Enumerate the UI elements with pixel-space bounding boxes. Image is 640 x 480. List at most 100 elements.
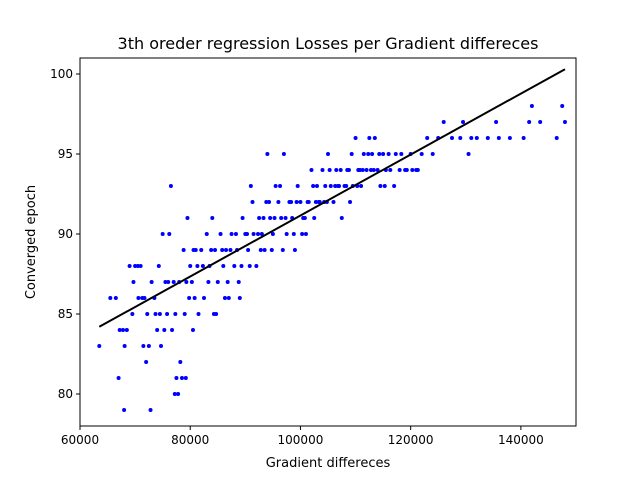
data-point — [153, 312, 158, 316]
data-point — [192, 296, 197, 300]
plot-frame — [79, 57, 577, 427]
data-point — [466, 152, 471, 156]
data-point — [291, 232, 296, 236]
data-point — [425, 136, 430, 140]
data-point — [386, 152, 391, 156]
data-point — [237, 296, 242, 300]
data-point — [179, 376, 184, 380]
regression-line — [98, 68, 566, 328]
data-point — [108, 296, 113, 300]
data-point — [144, 360, 149, 364]
data-point — [527, 120, 532, 124]
data-point — [276, 200, 281, 204]
data-point — [375, 168, 380, 172]
data-point — [370, 152, 375, 156]
data-point — [117, 328, 122, 332]
data-point — [135, 264, 140, 268]
data-point — [461, 120, 466, 124]
y-tick-label: 85 — [58, 307, 73, 321]
x-tick-label: 140000 — [498, 433, 544, 447]
data-point — [171, 280, 176, 284]
data-point — [298, 200, 303, 204]
data-point — [270, 232, 275, 236]
data-point — [188, 264, 193, 268]
data-point — [256, 232, 261, 236]
data-point — [338, 168, 343, 172]
data-point — [254, 264, 259, 268]
data-point — [209, 248, 214, 252]
data-point — [183, 376, 188, 380]
data-point — [211, 312, 216, 316]
data-point — [248, 184, 253, 188]
data-point — [360, 168, 365, 172]
data-point — [311, 184, 316, 188]
data-point — [184, 280, 189, 284]
data-point — [206, 280, 211, 284]
data-point — [388, 168, 393, 172]
data-point — [371, 168, 376, 172]
data-point — [335, 184, 340, 188]
data-point — [220, 248, 225, 252]
data-point — [145, 312, 150, 316]
data-point — [120, 328, 125, 332]
data-point — [305, 200, 310, 204]
data-point — [97, 344, 102, 348]
x-tick-label: 100000 — [278, 433, 324, 447]
data-point — [116, 376, 121, 380]
data-point — [381, 152, 386, 156]
data-point — [170, 328, 175, 332]
data-point — [228, 248, 233, 252]
data-point — [300, 232, 305, 236]
data-point — [309, 168, 314, 172]
data-point — [187, 296, 192, 300]
data-point — [261, 216, 266, 220]
data-point — [167, 232, 172, 236]
y-tick-label: 100 — [50, 67, 73, 81]
data-point — [410, 168, 415, 172]
data-point — [419, 152, 424, 156]
data-point — [399, 152, 404, 156]
y-axis-title: Converged epoch — [24, 185, 39, 299]
data-point — [221, 264, 226, 268]
data-point — [127, 264, 132, 268]
data-point — [323, 184, 328, 188]
data-point — [521, 136, 526, 140]
data-point — [168, 184, 173, 188]
data-point — [339, 216, 344, 220]
y-tick-label: 95 — [58, 147, 73, 161]
data-point — [130, 312, 135, 316]
data-point — [163, 280, 168, 284]
data-point — [138, 264, 143, 268]
data-point — [202, 296, 206, 300]
data-point — [146, 344, 151, 348]
data-point — [441, 120, 446, 124]
data-point — [232, 264, 237, 268]
data-point — [366, 152, 371, 156]
data-point — [313, 200, 318, 204]
x-tick-label: 80000 — [171, 433, 209, 447]
data-point — [173, 312, 178, 316]
data-point — [372, 136, 377, 140]
data-point — [368, 168, 373, 172]
data-point — [218, 232, 223, 236]
x-axis-title: Gradient differeces — [266, 456, 391, 471]
data-point — [364, 168, 369, 172]
data-point — [239, 264, 244, 268]
data-point — [174, 376, 179, 380]
data-point — [279, 216, 284, 220]
data-point — [133, 264, 138, 268]
data-point — [331, 200, 336, 204]
data-point — [529, 104, 534, 108]
data-point — [295, 184, 300, 188]
data-point — [113, 296, 118, 300]
data-point — [178, 360, 183, 364]
data-point — [160, 232, 165, 236]
data-point — [382, 184, 387, 188]
data-point — [348, 200, 353, 204]
data-point — [328, 184, 333, 188]
data-point — [312, 216, 317, 220]
data-point — [156, 264, 161, 268]
data-point — [215, 280, 220, 284]
data-point — [302, 216, 307, 220]
